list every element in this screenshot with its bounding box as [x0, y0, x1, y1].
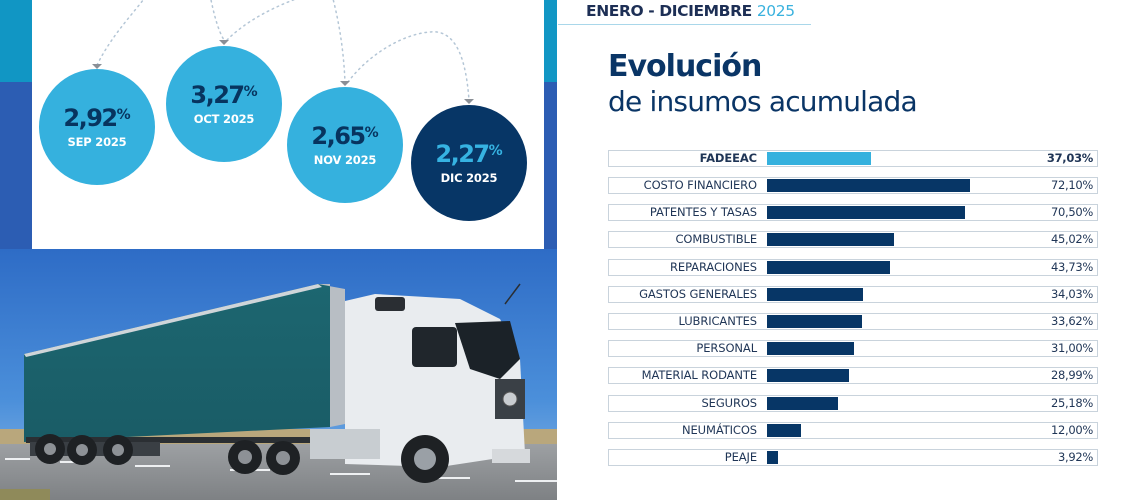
bar-value: 31,00% [1050, 341, 1093, 355]
truck-photo [0, 249, 557, 500]
bar-value: 37,03% [1046, 151, 1093, 165]
bar-value: 72,10% [1050, 178, 1093, 192]
period-underline [558, 24, 811, 25]
month-value: 2,65% [311, 121, 379, 150]
bar-row-lubricantes: LUBRICANTES 33,62% [608, 313, 1098, 330]
bar-row-combustible: COMBUSTIBLE 45,02% [608, 231, 1098, 248]
bar-label: MATERIAL RODANTE [641, 368, 757, 382]
bar-fill [767, 369, 849, 382]
bar-fill [767, 342, 854, 355]
bar-fill [767, 233, 894, 246]
bar-row-fadeeac: FADEEAC 37,03% [608, 150, 1098, 167]
bar-label: FADEEAC [699, 151, 757, 165]
bar-label: COMBUSTIBLE [675, 232, 758, 246]
bar-row-material-rodante: MATERIAL RODANTE 28,99% [608, 367, 1098, 384]
month-value: 3,27% [190, 80, 258, 109]
bar-fill [767, 451, 778, 464]
bar-row-costo-financiero: COSTO FINANCIERO 72,10% [608, 177, 1098, 194]
bar-value: 3,92% [1057, 450, 1093, 464]
bar-fill [767, 152, 871, 165]
bar-row-gastos-generales: GASTOS GENERALES 34,03% [608, 286, 1098, 303]
bar-fill [767, 179, 970, 192]
bar-label: PERSONAL [696, 341, 757, 355]
bar-row-reparaciones: REPARACIONES 43,73% [608, 259, 1098, 276]
dotted-arc-connectors [96, 0, 470, 101]
bar-value: 33,62% [1050, 314, 1093, 328]
bar-value: 12,00% [1050, 423, 1093, 437]
pin-icon [92, 64, 102, 69]
left-panel: 2,92% SEP 2025 3,27% OCT 2025 2,65% NOV … [0, 0, 557, 500]
month-label: DIC 2025 [440, 170, 498, 185]
bar-label: SEGUROS [701, 396, 757, 410]
bar-fill [767, 315, 862, 328]
bar-fill [767, 424, 801, 437]
bar-label: LUBRICANTES [678, 314, 757, 328]
month-label: OCT 2025 [193, 111, 255, 126]
pin-icon [464, 99, 474, 104]
bar-label: PEAJE [724, 450, 757, 464]
bar-value: 34,03% [1050, 287, 1093, 301]
period-header: ENERO - DICIEMBRE 2025 [586, 2, 795, 20]
bar-label: PATENTES Y TASAS [649, 205, 757, 219]
month-circle-oct: 3,27% OCT 2025 [166, 46, 282, 162]
bar-fill [767, 397, 838, 410]
bar-value: 25,18% [1050, 396, 1093, 410]
month-label: SEP 2025 [67, 134, 127, 149]
month-circle-nov: 2,65% NOV 2025 [287, 87, 403, 203]
pin-icon [219, 40, 229, 45]
bar-fill [767, 288, 863, 301]
bar-value: 28,99% [1050, 368, 1093, 382]
bar-fill [767, 206, 965, 219]
pin-icon [340, 81, 350, 86]
bar-row-patentes-y-tasas: PATENTES Y TASAS 70,50% [608, 204, 1098, 221]
month-value: 2,27% [435, 139, 503, 168]
bar-value: 45,02% [1050, 232, 1093, 246]
bar-row-seguros: SEGUROS 25,18% [608, 395, 1098, 412]
bar-row-peaje: PEAJE 3,92% [608, 449, 1098, 466]
bar-row-personal: PERSONAL 31,00% [608, 340, 1098, 357]
bar-row-neumaticos: NEUMÁTICOS 12,00% [608, 422, 1098, 439]
chart-title: Evolución [608, 49, 762, 84]
bar-label: REPARACIONES [670, 260, 757, 274]
month-value: 2,92% [63, 103, 131, 132]
bar-label: GASTOS GENERALES [639, 287, 757, 301]
chart-subtitle: de insumos acumulada [608, 85, 918, 118]
bar-fill [767, 261, 890, 274]
monthly-variation-card: 2,92% SEP 2025 3,27% OCT 2025 2,65% NOV … [32, 0, 544, 249]
bar-value: 70,50% [1050, 205, 1093, 219]
bar-value: 43,73% [1050, 260, 1093, 274]
bar-label: NEUMÁTICOS [682, 423, 757, 437]
bar-label: COSTO FINANCIERO [643, 178, 757, 192]
month-label: NOV 2025 [313, 152, 377, 167]
month-circle-sep: 2,92% SEP 2025 [39, 69, 155, 185]
month-circle-dic: 2,27% DIC 2025 [411, 105, 527, 221]
